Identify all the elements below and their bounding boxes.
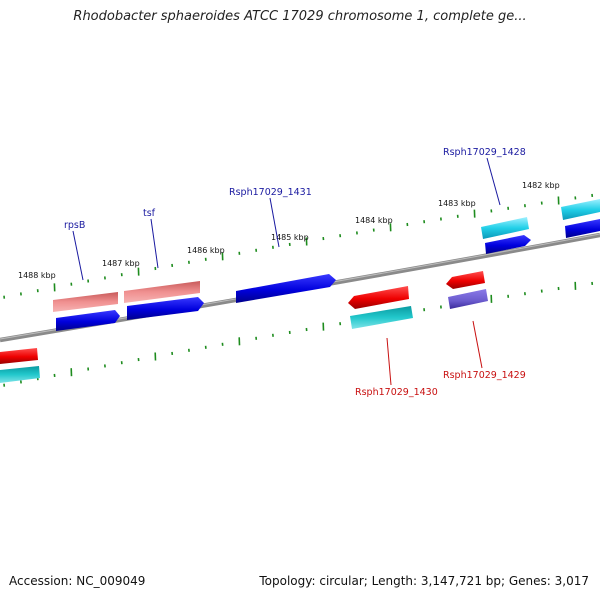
gene-forward-cds-2[interactable] [127, 297, 204, 320]
gene-reverse-cds-purple[interactable] [448, 289, 488, 309]
reverse-features [0, 271, 488, 383]
scale-label-1484: 1484 kbp [355, 216, 393, 225]
scale-label-1486: 1486 kbp [187, 246, 225, 255]
gene-reverse-cds-teal-1[interactable] [350, 306, 413, 329]
gene-label-rsph17029-1428[interactable]: Rsph17029_1428 [443, 147, 526, 158]
gene-rsph17029-1429-feature[interactable] [446, 271, 485, 289]
gene-forward-cds-4[interactable] [561, 199, 600, 220]
gene-rpsB-feature[interactable] [53, 292, 118, 312]
gene-rsph17029-1430-feature[interactable] [348, 286, 409, 309]
gene-tsf-feature[interactable] [124, 281, 200, 303]
forward-features [53, 199, 600, 331]
genome-summary-text: Topology: circular; Length: 3,147,721 bp… [259, 574, 589, 588]
gene-rsph17029-1431-feature[interactable] [236, 274, 336, 303]
gene-label-tsf[interactable]: tsf [143, 208, 156, 219]
scale-label-1487: 1487 kbp [102, 259, 140, 268]
accession-text: Accession: NC_009049 [9, 574, 146, 588]
forward-scale-ticks [3, 193, 594, 299]
gene-forward-cds-5[interactable] [565, 219, 600, 238]
scale-label-1483: 1483 kbp [438, 199, 476, 208]
gene-reverse-cds-left-teal[interactable] [0, 366, 40, 383]
gene-label-rsph17029-1429[interactable]: Rsph17029_1429 [443, 370, 526, 381]
gene-label-rpsB[interactable]: rpsB [64, 220, 85, 231]
gene-label-rsph17029-1430[interactable]: Rsph17029_1430 [355, 387, 438, 398]
scale-labels: 1488 kbp 1487 kbp 1486 kbp 1485 kbp 1484… [18, 181, 560, 280]
gene-forward-cds-3[interactable] [485, 235, 531, 254]
label-leaders [72, 157, 501, 386]
gene-label-rsph17029-1431[interactable]: Rsph17029_1431 [229, 187, 312, 198]
gene-forward-cds-1[interactable] [56, 310, 120, 331]
gene-labels: rpsB tsf Rsph17029_1431 Rsph17029_1428 R… [64, 147, 526, 398]
map-title: Rhodobacter sphaeroides ATCC 17029 chrom… [73, 9, 527, 24]
gene-reverse-cds-left-red[interactable] [0, 348, 38, 364]
scale-label-1482: 1482 kbp [522, 181, 560, 190]
scale-label-1485: 1485 kbp [271, 233, 309, 242]
scale-label-1488: 1488 kbp [18, 271, 56, 280]
gene-rsph17029-1428-feature[interactable] [481, 217, 529, 239]
